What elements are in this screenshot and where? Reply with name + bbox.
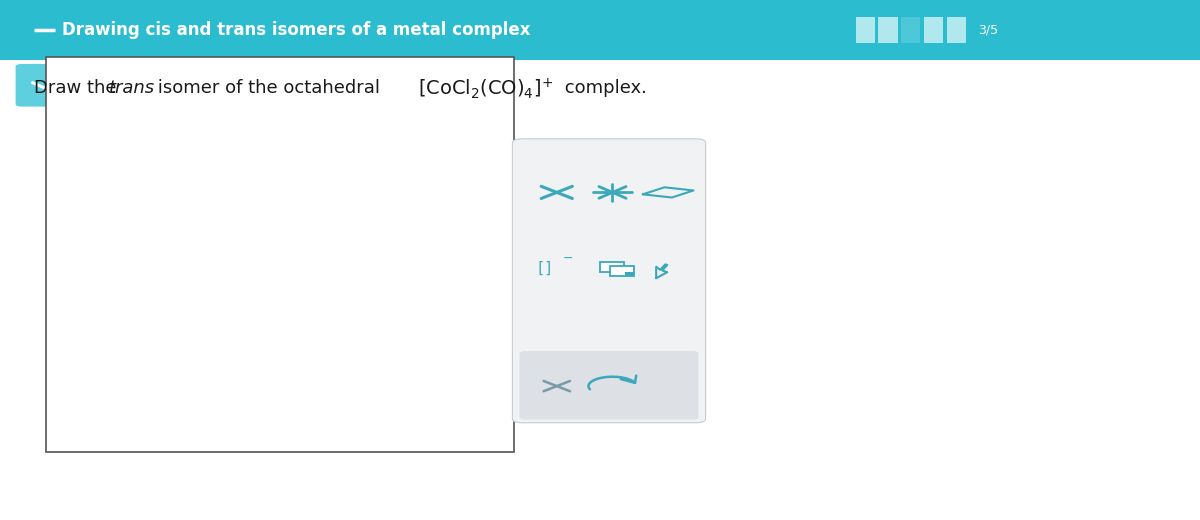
Text: complex.: complex. [559,80,647,97]
FancyBboxPatch shape [856,17,875,43]
FancyBboxPatch shape [878,17,898,43]
FancyBboxPatch shape [46,57,514,452]
FancyBboxPatch shape [947,17,966,43]
FancyBboxPatch shape [0,0,1200,60]
FancyBboxPatch shape [600,262,624,272]
Text: isomer of the octahedral: isomer of the octahedral [152,80,386,97]
Text: −: − [563,252,574,265]
Text: []: [] [535,261,553,275]
FancyBboxPatch shape [520,351,698,420]
FancyBboxPatch shape [924,17,943,43]
FancyBboxPatch shape [610,266,634,276]
Text: 3/5: 3/5 [978,23,998,36]
FancyBboxPatch shape [625,272,634,276]
FancyBboxPatch shape [901,17,920,43]
Text: Drawing cis and trans isomers of a metal complex: Drawing cis and trans isomers of a metal… [62,21,530,39]
Text: trans: trans [109,80,155,97]
FancyBboxPatch shape [512,139,706,423]
FancyBboxPatch shape [16,64,73,107]
Text: $\left[\mathrm{CoCl_2(CO)_4}\right]^{\!+}$: $\left[\mathrm{CoCl_2(CO)_4}\right]^{\!+… [418,76,553,101]
Text: Draw the: Draw the [34,80,122,97]
